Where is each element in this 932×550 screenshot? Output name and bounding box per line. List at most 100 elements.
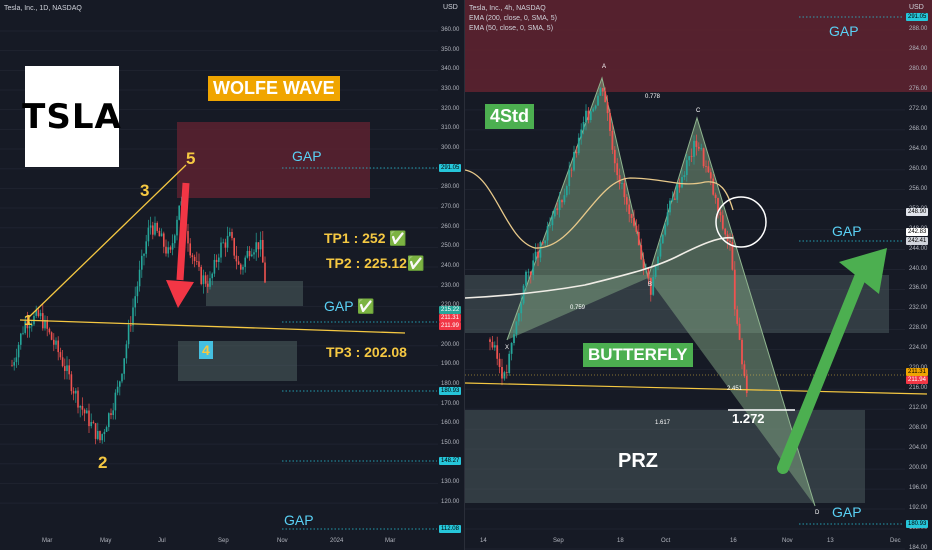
time-tick: Dec bbox=[890, 538, 901, 544]
green-arrow-head bbox=[839, 248, 887, 294]
target-tp1: TP1 : 252 ✅ bbox=[324, 230, 407, 246]
candle-body bbox=[264, 262, 266, 283]
price-tick: 120.00 bbox=[441, 499, 460, 506]
candle-body bbox=[669, 200, 671, 213]
candle-body bbox=[575, 151, 578, 154]
point-b-label: B bbox=[648, 282, 653, 288]
candle-body bbox=[143, 253, 145, 256]
price-tick: 180.00 bbox=[441, 381, 460, 388]
candle-body bbox=[688, 156, 691, 161]
candle-body bbox=[577, 137, 580, 154]
candle-body bbox=[193, 256, 196, 262]
price-tick: 272.00 bbox=[909, 105, 928, 112]
candle-body bbox=[712, 178, 715, 195]
candle-body bbox=[659, 243, 662, 257]
wolfe-wave-title: WOLFE WAVE bbox=[208, 76, 340, 101]
4h-chart-canvas[interactable] bbox=[465, 0, 932, 550]
candle-body bbox=[145, 241, 147, 254]
candle-body bbox=[546, 226, 549, 241]
price-tick: 240.00 bbox=[441, 263, 460, 270]
4h-chart-panel[interactable]: Tesla, Inc., 4h, NASDAQ EMA (200, close,… bbox=[465, 0, 932, 550]
candle-body bbox=[637, 231, 640, 246]
candle-body bbox=[690, 156, 693, 158]
candle-body bbox=[229, 232, 231, 236]
candle-body bbox=[119, 381, 121, 387]
ratio-1617: 1.617 bbox=[655, 420, 671, 426]
candle-body bbox=[666, 212, 669, 225]
candle-body bbox=[81, 406, 84, 410]
candle-body bbox=[606, 102, 609, 114]
daily-chart-panel[interactable]: Tesla, Inc., 1D, NASDAQ USD TSLA WOLFE W… bbox=[0, 0, 465, 550]
gap-label-upper: GAP bbox=[292, 148, 322, 164]
candle-body bbox=[683, 175, 686, 178]
candle-body bbox=[160, 233, 163, 237]
price-tick: 220.00 bbox=[441, 302, 459, 308]
price-tick: 264.00 bbox=[909, 145, 928, 152]
price-tag: 248.90 bbox=[906, 208, 929, 216]
chart-header: Tesla, Inc., 1D, NASDAQ bbox=[4, 5, 82, 12]
ratio-0778: 0.778 bbox=[645, 94, 661, 100]
price-tick: 320.00 bbox=[441, 105, 460, 112]
candle-body bbox=[520, 303, 523, 314]
tsla-logo: TSLA bbox=[22, 66, 121, 167]
candle-body bbox=[235, 255, 238, 262]
candle-body bbox=[158, 230, 161, 237]
price-tick: 192.00 bbox=[909, 505, 928, 512]
price-tick: 268.00 bbox=[909, 125, 928, 132]
price-tag: 215.22 bbox=[439, 306, 462, 314]
point-c-label: C bbox=[696, 108, 701, 114]
candle-body bbox=[647, 267, 650, 279]
candle-body bbox=[491, 341, 494, 348]
consolidation-zone bbox=[206, 281, 303, 306]
price-tick: 330.00 bbox=[441, 86, 460, 92]
price-tick: 232.00 bbox=[909, 305, 928, 312]
candle-body bbox=[189, 243, 191, 256]
candle-body bbox=[707, 166, 710, 173]
candle-body bbox=[671, 198, 674, 201]
candle-body bbox=[132, 307, 134, 326]
candle-body bbox=[77, 390, 79, 408]
candle-body bbox=[176, 219, 178, 236]
price-tick: 270.00 bbox=[441, 204, 460, 211]
candle-body bbox=[68, 365, 70, 375]
candle-body bbox=[90, 422, 92, 427]
price-tick: 184.00 bbox=[909, 544, 928, 550]
candle-body bbox=[187, 231, 189, 244]
candle-body bbox=[121, 373, 123, 382]
candle-body bbox=[556, 208, 559, 211]
candle-body bbox=[226, 235, 229, 248]
price-tick: 208.00 bbox=[909, 425, 928, 432]
price-tick: 360.00 bbox=[441, 27, 460, 33]
candle-body bbox=[169, 247, 172, 250]
candle-body bbox=[26, 321, 29, 329]
candle-body bbox=[676, 183, 679, 200]
price-tick: 170.00 bbox=[441, 400, 460, 407]
time-tick: 13 bbox=[827, 538, 834, 544]
target-tp2: TP2 : 225.12✅ bbox=[326, 255, 425, 271]
candle-body bbox=[501, 366, 503, 379]
candle-body bbox=[134, 296, 136, 308]
candle-body bbox=[633, 217, 635, 226]
target-tp3: TP3 : 202.08 bbox=[326, 344, 407, 360]
candle-body bbox=[167, 247, 169, 254]
candle-body bbox=[496, 345, 499, 359]
candle-body bbox=[191, 255, 194, 257]
gap-label-bottom: GAP bbox=[832, 504, 862, 520]
wave-line-1-3 bbox=[27, 164, 187, 319]
candle-body bbox=[532, 260, 535, 275]
time-tick: May bbox=[100, 538, 112, 544]
price-tick: 256.00 bbox=[909, 185, 928, 192]
candle-body bbox=[55, 340, 57, 345]
wave-point-1: 1 bbox=[24, 312, 33, 329]
candle-body bbox=[561, 200, 563, 203]
candle-body bbox=[196, 261, 198, 262]
candle-body bbox=[673, 198, 676, 200]
candle-body bbox=[515, 321, 518, 335]
candle-body bbox=[46, 320, 48, 329]
candle-body bbox=[253, 252, 255, 255]
candle-body bbox=[154, 222, 156, 235]
daily-chart-canvas[interactable] bbox=[0, 0, 464, 550]
time-tick: Sep bbox=[218, 538, 229, 544]
price-tick: 130.00 bbox=[441, 479, 460, 486]
price-tick: 244.00 bbox=[909, 245, 928, 252]
